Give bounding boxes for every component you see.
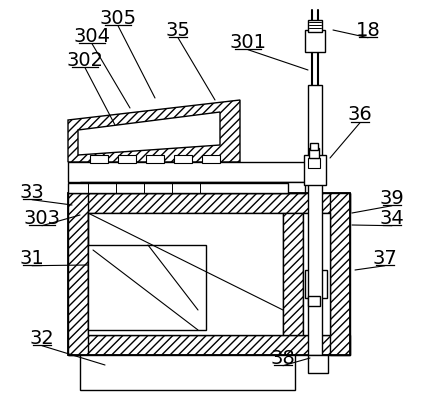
Bar [330,193,350,355]
Bar [174,155,192,163]
Text: 305: 305 [100,8,137,27]
Bar [283,213,303,335]
Text: 35: 35 [165,21,190,39]
Bar [88,213,283,335]
Text: 18: 18 [356,21,380,39]
Text: 33: 33 [20,183,44,202]
Text: 36: 36 [348,106,372,125]
Text: 38: 38 [271,349,295,368]
Bar [68,193,88,355]
Text: 31: 31 [20,249,44,268]
Bar [88,245,206,330]
Bar [90,155,108,163]
Text: 34: 34 [380,208,404,227]
Text: 303: 303 [24,208,60,227]
Bar [118,155,136,163]
Bar [68,193,350,355]
Text: 302: 302 [67,50,103,69]
Text: 39: 39 [380,189,404,208]
Bar [68,183,288,193]
Text: 301: 301 [230,33,267,52]
Bar [68,193,350,213]
Bar [305,30,325,52]
Bar [305,270,327,298]
Bar [68,335,350,355]
Bar [308,20,322,32]
Polygon shape [68,100,240,162]
Bar [308,355,328,373]
Text: 32: 32 [30,328,54,347]
Bar [309,148,319,158]
Bar [68,162,308,182]
Bar [308,85,322,355]
Bar [310,143,318,150]
Bar [202,155,220,163]
Bar [146,155,164,163]
Bar [303,213,330,335]
Bar [80,355,295,390]
Bar [308,158,320,168]
Bar [308,296,320,306]
Text: 37: 37 [373,249,398,268]
Bar [80,182,305,193]
Polygon shape [78,112,220,155]
Bar [304,155,326,185]
Text: 304: 304 [73,27,111,46]
